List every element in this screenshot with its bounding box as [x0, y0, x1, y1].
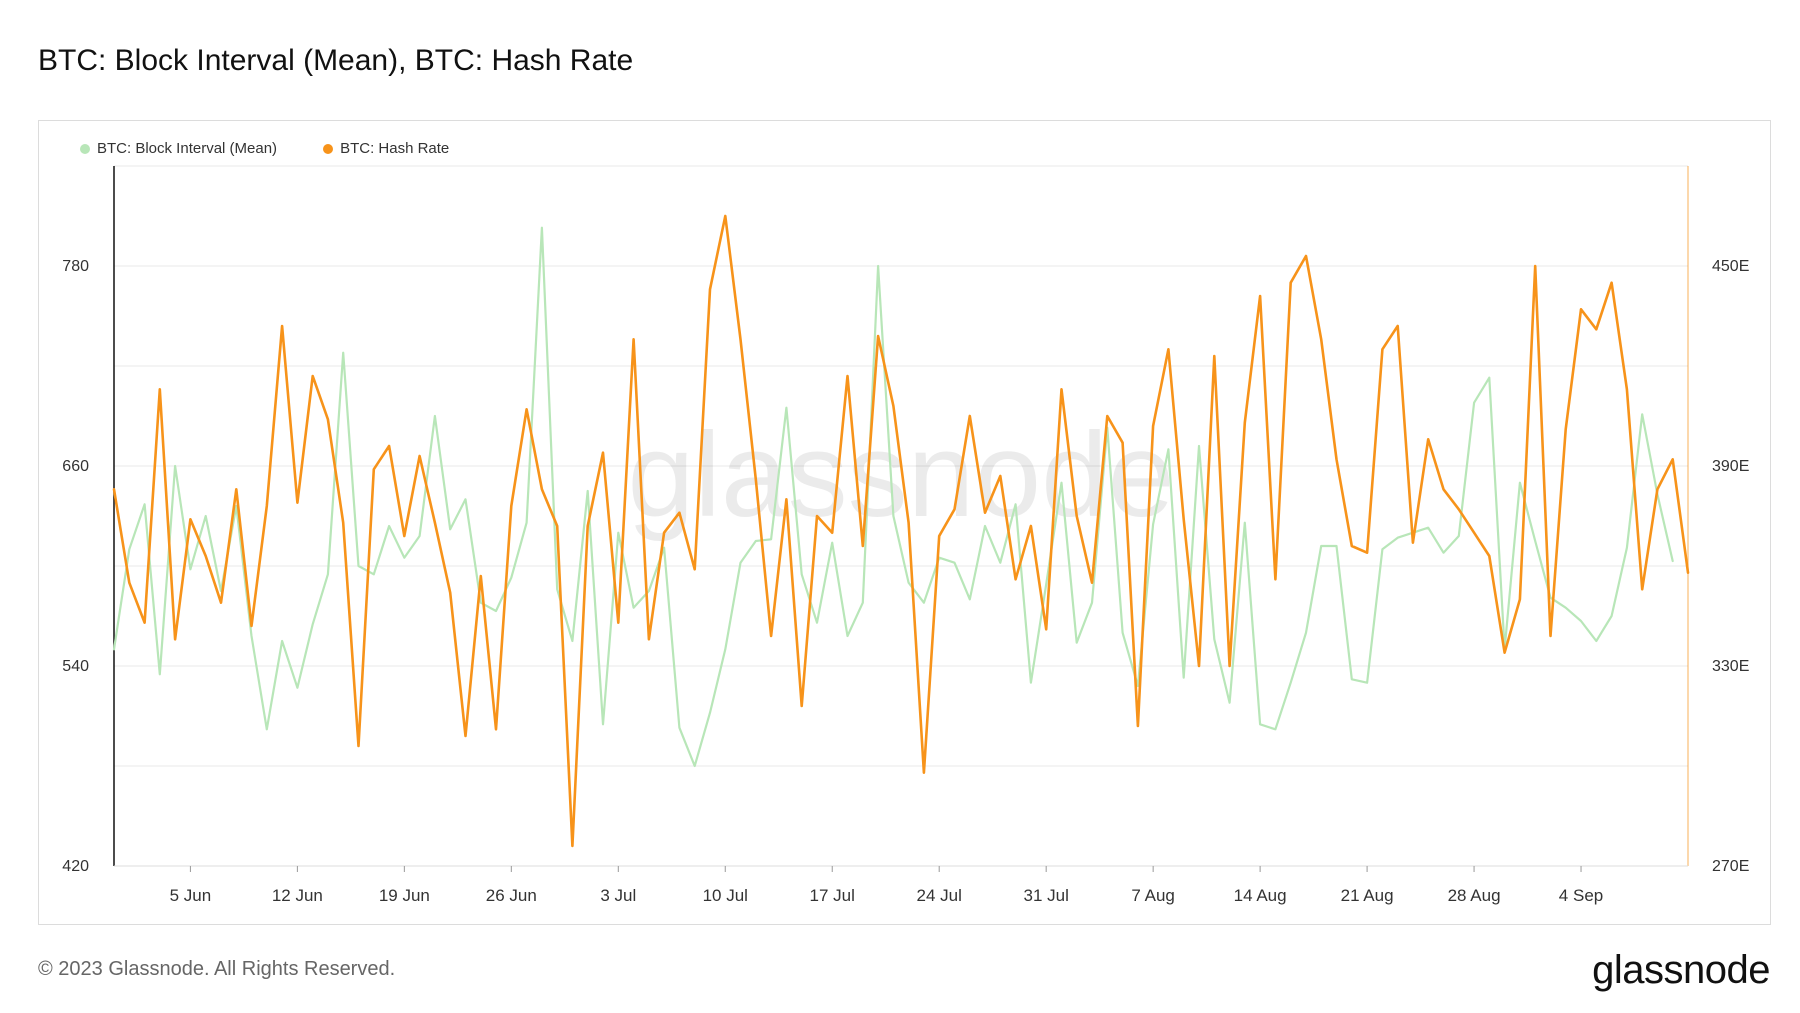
legend-label-hash-rate: BTC: Hash Rate: [340, 140, 450, 157]
x-tick-label: 7 Aug: [1131, 886, 1175, 905]
y-tick-label-left: 660: [62, 458, 89, 475]
x-tick-label: 21 Aug: [1341, 886, 1394, 905]
x-tick-label: 3 Jul: [600, 886, 636, 905]
watermark-text: glassnode: [627, 408, 1174, 542]
y-tick-label-left: 780: [62, 258, 89, 275]
series-line-hash-rate: [112, 214, 1690, 848]
legend-item-block-interval[interactable]: BTC: Block Interval (Mean): [80, 140, 277, 157]
legend-dot-hash-rate: [323, 143, 334, 154]
y-tick-label-right: 330E: [1712, 658, 1749, 675]
legend-item-hash-rate[interactable]: BTC: Hash Rate: [323, 140, 449, 157]
x-tick-label: 17 Jul: [810, 886, 855, 905]
x-tick-label: 26 Jun: [486, 886, 537, 905]
y-tick-label-right: 270E: [1712, 858, 1749, 875]
x-tick-label: 31 Jul: [1023, 886, 1068, 905]
y-tick-label-right: 390E: [1712, 458, 1749, 475]
y-tick-label-right: 450E: [1712, 258, 1749, 275]
legend-dot-block-interval: [80, 143, 90, 154]
legend-label-block-interval: BTC: Block Interval (Mean): [97, 140, 278, 157]
x-tick-label: 12 Jun: [272, 886, 323, 905]
chart-svg: glassnode 420 540 660 780 270E 330E 390E 450E 5 J…: [62, 165, 1749, 905]
chart-title: BTC: Block Interval (Mean), BTC: Hash Ra…: [38, 44, 634, 77]
chart-frame: glassnode 420 540 660 780 270E 330E 390E 450E 5 J…: [38, 120, 1771, 925]
x-tick-label: 10 Jul: [703, 886, 748, 905]
x-tick-label: 14 Aug: [1234, 886, 1287, 905]
x-tick-label: 4 Sep: [1559, 886, 1603, 905]
legend: BTC: Block Interval (Mean) BTC: Hash Rat…: [80, 140, 449, 157]
x-tick-label: 19 Jun: [379, 886, 430, 905]
x-tick-label: 28 Aug: [1448, 886, 1501, 905]
x-tick-label: 5 Jun: [170, 886, 212, 905]
x-tick-label: 24 Jul: [917, 886, 962, 905]
y-tick-label-left: 420: [62, 858, 89, 875]
brand-logo[interactable]: glassnode: [1592, 948, 1770, 992]
y-tick-label-left: 540: [62, 658, 89, 675]
copyright-footer: © 2023 Glassnode. All Rights Reserved.: [38, 958, 396, 980]
